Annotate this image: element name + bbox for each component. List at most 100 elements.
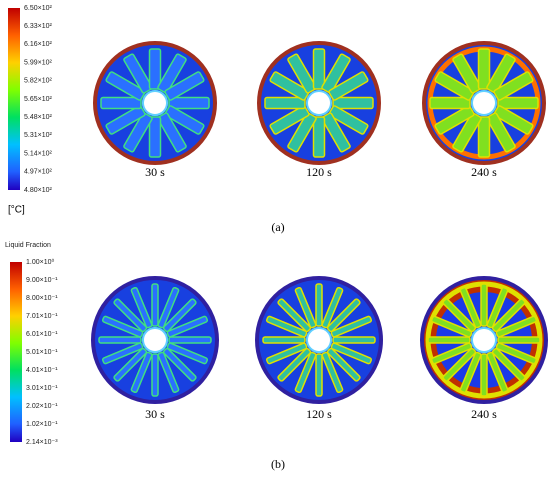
disc-hole bbox=[471, 90, 497, 116]
fin bbox=[157, 351, 180, 394]
colorbar-tick-label: 5.48×10² bbox=[24, 114, 52, 121]
fin bbox=[130, 351, 153, 394]
fin bbox=[168, 336, 212, 344]
panel-label: (b) bbox=[271, 457, 285, 471]
fin bbox=[162, 347, 197, 382]
fin bbox=[486, 351, 509, 394]
fin bbox=[491, 347, 526, 382]
disc bbox=[93, 41, 217, 165]
fin bbox=[430, 315, 473, 338]
fin bbox=[486, 286, 509, 329]
fin bbox=[480, 353, 488, 397]
fin bbox=[277, 298, 312, 333]
fin bbox=[164, 71, 205, 101]
fin bbox=[434, 105, 475, 135]
colorbar-tick-label: 7.01×10⁻¹ bbox=[26, 313, 58, 320]
colorbar-tick-label: 5.01×10⁻¹ bbox=[26, 349, 58, 356]
fin bbox=[486, 53, 516, 94]
fin bbox=[151, 283, 159, 327]
fin bbox=[101, 342, 144, 365]
fin bbox=[151, 353, 159, 397]
fin bbox=[287, 112, 317, 153]
colorbar-tick-label: 6.33×10² bbox=[24, 23, 52, 30]
fin bbox=[166, 342, 209, 365]
unit-label: [°C] bbox=[8, 205, 25, 216]
colorbar-tick-label: 8.00×10⁻¹ bbox=[26, 295, 58, 302]
fin bbox=[113, 347, 148, 382]
fin bbox=[332, 96, 374, 110]
colorbar-tick-label: 4.80×10² bbox=[24, 187, 52, 194]
fin bbox=[123, 112, 153, 153]
fin bbox=[101, 315, 144, 338]
colorbar-tick-label: 5.31×10² bbox=[24, 132, 52, 139]
disc-hole bbox=[471, 327, 497, 353]
fin bbox=[157, 112, 187, 153]
fin bbox=[277, 347, 312, 382]
fin bbox=[265, 342, 308, 365]
colorbar-tick-label: 4.01×10⁻¹ bbox=[26, 367, 58, 374]
fin bbox=[491, 298, 526, 333]
fin bbox=[328, 71, 369, 101]
fin bbox=[326, 298, 361, 333]
disc bbox=[257, 41, 381, 165]
colorbar-tick-label: 5.14×10² bbox=[24, 150, 52, 157]
fin bbox=[427, 336, 471, 344]
fin bbox=[157, 286, 180, 329]
fin bbox=[321, 351, 344, 394]
fin bbox=[168, 96, 210, 110]
fin bbox=[493, 105, 534, 135]
disc-hole bbox=[142, 90, 168, 116]
colorbar-tick-label: 6.01×10⁻¹ bbox=[26, 331, 58, 338]
disc-hole bbox=[142, 327, 168, 353]
colorbar-tick-label: 6.16×10² bbox=[24, 41, 52, 48]
colorbar-b bbox=[10, 262, 22, 442]
time-label: 30 s bbox=[145, 165, 165, 179]
fin bbox=[312, 116, 326, 158]
fin bbox=[321, 53, 351, 94]
fin bbox=[164, 105, 205, 135]
colorbar-tick-label: 1.00×10⁰ bbox=[26, 258, 54, 266]
fin bbox=[98, 336, 142, 344]
colorbar-title: Liquid Fraction bbox=[5, 242, 51, 249]
colorbar-tick-label: 6.50×10² bbox=[24, 5, 52, 12]
disc bbox=[91, 276, 219, 404]
fin bbox=[442, 298, 477, 333]
fin bbox=[326, 347, 361, 382]
fin bbox=[148, 48, 162, 90]
fin bbox=[294, 286, 317, 329]
fin bbox=[493, 71, 534, 101]
fin bbox=[262, 336, 306, 344]
fin bbox=[452, 53, 482, 94]
fin bbox=[328, 105, 369, 135]
fin bbox=[321, 286, 344, 329]
fin bbox=[264, 96, 306, 110]
time-label: 120 s bbox=[306, 407, 332, 421]
fin bbox=[459, 351, 482, 394]
disc bbox=[422, 41, 546, 165]
fin bbox=[162, 298, 197, 333]
fin bbox=[105, 105, 146, 135]
time-label: 120 s bbox=[306, 165, 332, 179]
fin bbox=[452, 112, 482, 153]
fin bbox=[497, 96, 539, 110]
fin bbox=[105, 71, 146, 101]
fin bbox=[480, 283, 488, 327]
fin bbox=[157, 53, 187, 94]
disc-hole bbox=[306, 90, 332, 116]
time-label: 240 s bbox=[471, 165, 497, 179]
disc bbox=[420, 276, 548, 404]
fin bbox=[315, 283, 323, 327]
panel-label: (a) bbox=[271, 220, 284, 234]
disc-hole bbox=[306, 327, 332, 353]
time-label: 240 s bbox=[471, 407, 497, 421]
fin bbox=[330, 342, 373, 365]
fin bbox=[166, 315, 209, 338]
colorbar-tick-label: 3.01×10⁻¹ bbox=[26, 385, 58, 392]
fin bbox=[330, 315, 373, 338]
fin bbox=[430, 342, 473, 365]
fin bbox=[312, 48, 326, 90]
fin bbox=[148, 116, 162, 158]
fin bbox=[495, 315, 538, 338]
colorbar-a bbox=[8, 8, 20, 190]
